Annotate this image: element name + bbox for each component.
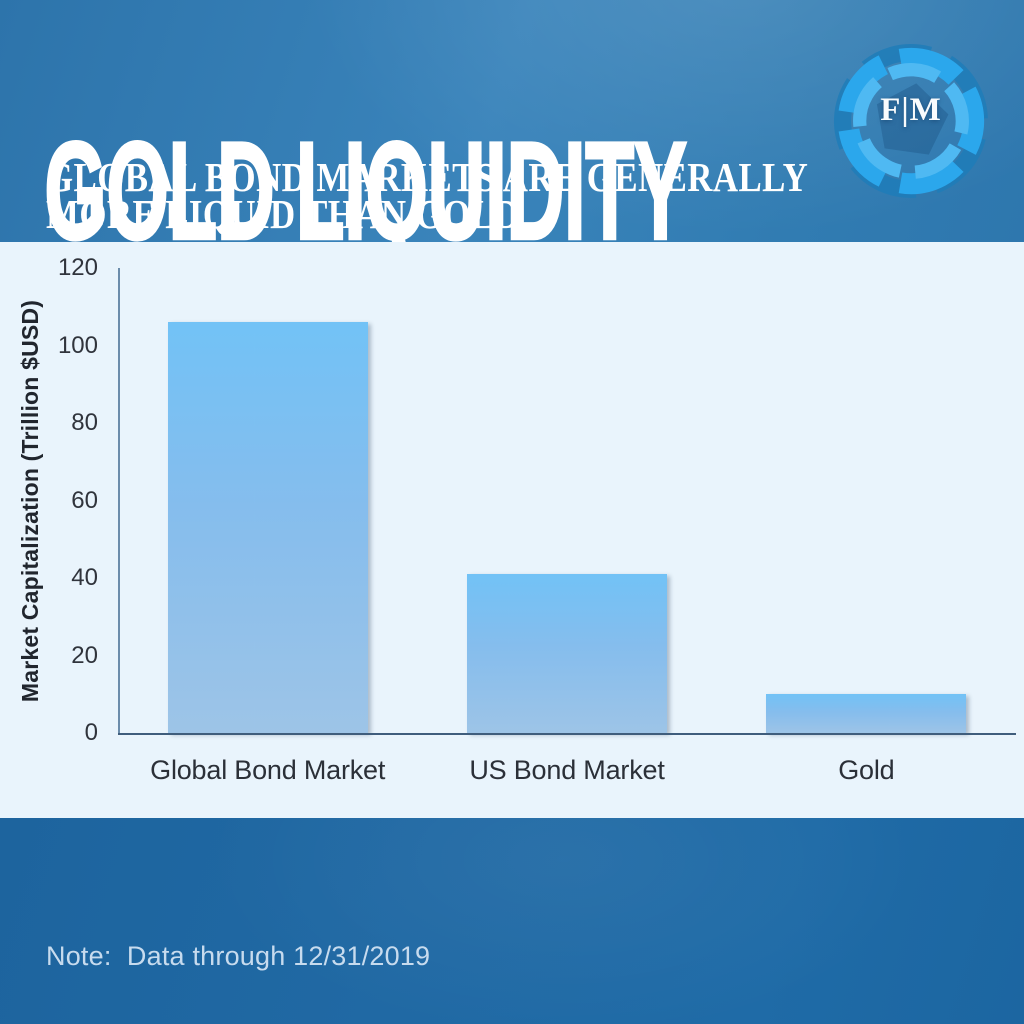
subtitle-line-1: GLOBAL BOND MARKETS ARE GENERALLY	[46, 154, 809, 200]
y-tick-label: 40	[71, 564, 98, 591]
footer-note: Note: Data through 12/31/2019 Franklin M…	[46, 874, 430, 1024]
bar-us-bond-market	[467, 574, 667, 733]
x-axis-category-label: Global Bond Market	[150, 755, 386, 785]
x-axis-category-label: Gold	[838, 755, 895, 785]
x-axis-line	[118, 733, 1016, 735]
footer-note-line-1: Note: Data through 12/31/2019	[46, 941, 431, 971]
logo-monogram: F|M	[880, 92, 942, 128]
page-title: GOLD LIQUIDITY	[43, 111, 688, 269]
y-tick-label: 0	[84, 719, 98, 746]
y-tick-label: 60	[71, 486, 98, 514]
bar-global-bond-market	[167, 322, 368, 733]
company-logo: F|M	[816, 26, 1006, 216]
y-tick-label: 120	[57, 254, 98, 281]
subtitle-line-2: MORE LIQUID THAN GOLD	[46, 191, 520, 237]
y-axis-line	[118, 268, 120, 735]
footer	[0, 818, 1024, 1024]
header: GOLD LIQUIDITY GLOBAL BOND MARKETS ARE G…	[0, 0, 1024, 267]
y-tick-label: 20	[71, 641, 98, 669]
y-tick-label: 100	[57, 331, 98, 359]
y-tick-label: 80	[71, 409, 98, 436]
bar-gold	[766, 694, 967, 733]
page-subtitle: GLOBAL BOND MARKETS ARE GENERALLY MORE L…	[46, 154, 809, 237]
logo-swirl-icon	[834, 44, 988, 198]
x-axis-category-label: US Bond Market	[469, 755, 665, 785]
